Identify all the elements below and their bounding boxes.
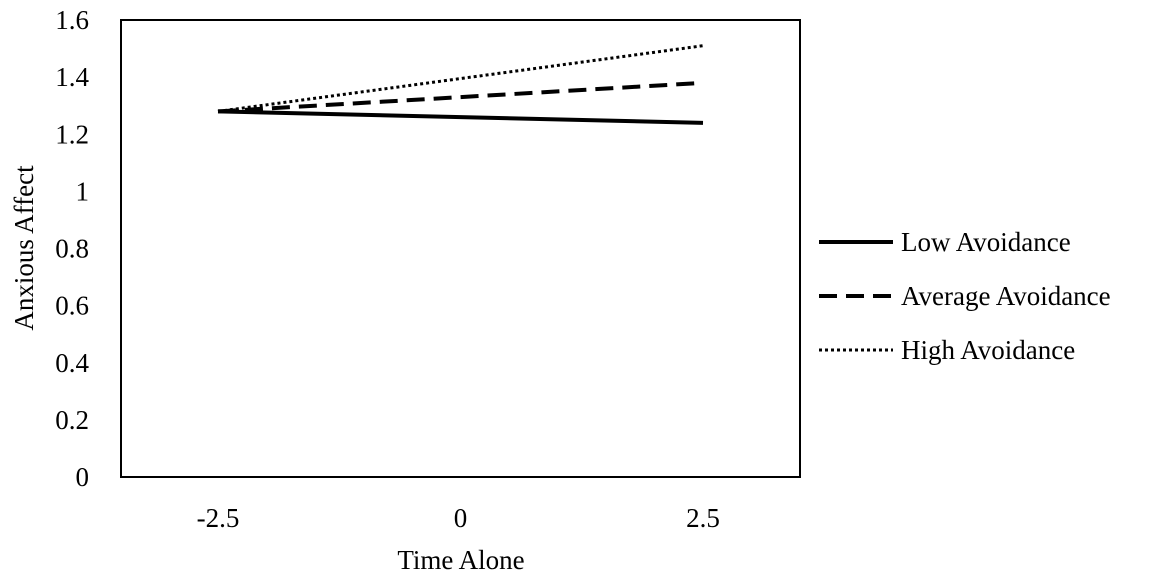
x-tick-label: -2.5 (197, 503, 240, 533)
y-tick-label: 0 (76, 462, 90, 492)
y-tick-label: 1.6 (55, 5, 89, 35)
series-line-high-avoidance (217, 44, 704, 113)
y-tick-label: 1.4 (55, 62, 89, 92)
y-tick-label: 0.4 (55, 348, 89, 378)
plot-area-frame (120, 19, 801, 478)
x-tick-label: 0 (454, 503, 468, 533)
x-axis-label: Time Alone (397, 545, 524, 575)
series-line-average-avoidance (217, 80, 704, 114)
y-tick-label: 1 (76, 176, 90, 206)
legend-item: High Avoidance (819, 335, 1075, 365)
legend: Low Avoidance Average Avoidance High Avoid… (819, 227, 1111, 365)
legend-label: Low Avoidance (901, 227, 1071, 257)
y-tick-label: 1.2 (55, 119, 89, 149)
legend-item: Average Avoidance (819, 281, 1111, 311)
legend-label: High Avoidance (901, 335, 1075, 365)
y-axis-label: Anxious Affect (9, 165, 39, 331)
y-axis-tick-labels: 0 0.2 0.4 0.6 0.8 1 1.2 1.4 1.6 (55, 5, 89, 492)
y-tick-label: 0.6 (55, 291, 89, 321)
series-lines (217, 44, 704, 125)
x-axis-tick-labels: -2.5 0 2.5 (197, 503, 720, 533)
series-line-low-avoidance (217, 109, 704, 125)
legend-item: Low Avoidance (819, 227, 1071, 257)
y-tick-label: 0.8 (55, 234, 89, 264)
y-tick-label: 0.2 (55, 405, 89, 435)
x-tick-label: 2.5 (686, 503, 720, 533)
legend-label: Average Avoidance (901, 281, 1111, 311)
